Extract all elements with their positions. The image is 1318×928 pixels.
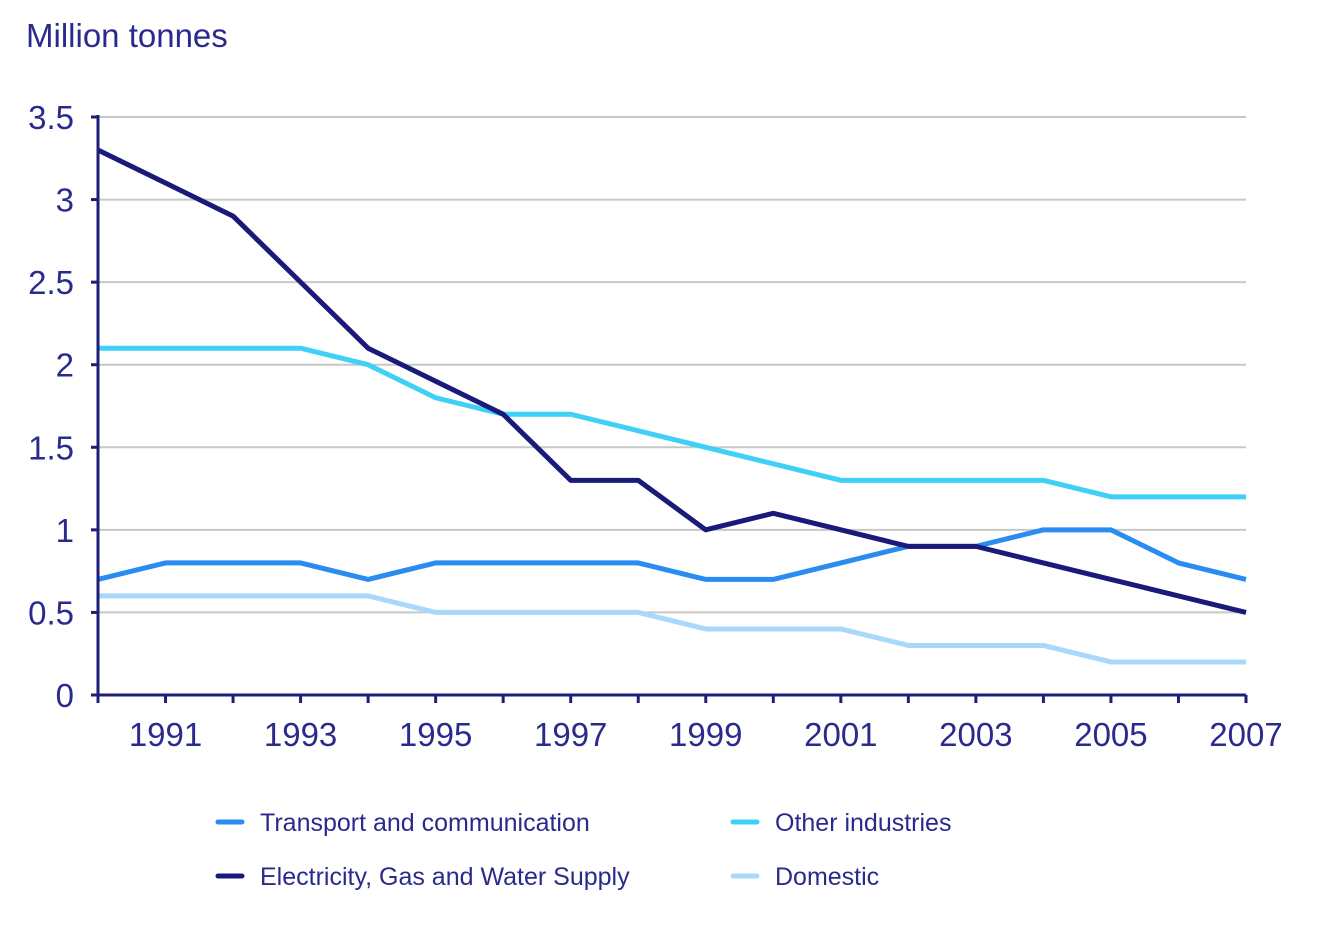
x-tick-label: 1997: [534, 716, 607, 753]
y-tick-label: 1: [56, 512, 74, 549]
legend-label-transport-and-communication: Transport and communication: [260, 809, 590, 837]
y-tick-label: 0: [56, 677, 74, 714]
y-tick-label: 2.5: [28, 264, 74, 301]
series-lines: [96, 147, 1247, 665]
series-line-other-industries: [98, 345, 1246, 500]
series-line-transport-and-communication: [97, 527, 1247, 582]
y-tick-label: 0.5: [28, 594, 74, 631]
x-tick-label: 2001: [804, 716, 877, 753]
x-tick-label: 1991: [129, 716, 202, 753]
y-axis-ticks: 0 0.5 1 1.5 2 2.5 3 3.5: [28, 99, 98, 714]
legend-label-electricity-gas-and-water-supply: Electricity, Gas and Water Supply: [260, 863, 630, 891]
gridlines: [98, 116, 1246, 614]
y-tick-label: 3.5: [28, 99, 74, 136]
y-tick-label: 1.5: [28, 429, 74, 466]
x-tick-label: 1995: [399, 716, 472, 753]
x-tick-label: 2007: [1209, 716, 1282, 753]
y-axis-unit-label: Million tonnes: [26, 17, 228, 54]
legend-label-domestic: Domestic: [775, 863, 879, 891]
legend: Transport and communication Other industr…: [215, 809, 951, 891]
series-line-domestic: [98, 593, 1246, 665]
axes: [96, 115, 1246, 697]
series-line-electricity-gas-and-water-supply: [96, 147, 1247, 615]
x-tick-label: 2005: [1074, 716, 1147, 753]
legend-label-other-industries: Other industries: [775, 809, 951, 837]
x-tick-label: 1999: [669, 716, 742, 753]
x-tick-label: 2003: [939, 716, 1012, 753]
x-axis-ticks: 1991 1993 1995 1997 1999 2001 2003 2005 2007: [96, 695, 1283, 753]
x-tick-label: 1993: [264, 716, 337, 753]
y-tick-label: 2: [56, 347, 74, 384]
y-tick-label: 3: [56, 182, 74, 219]
